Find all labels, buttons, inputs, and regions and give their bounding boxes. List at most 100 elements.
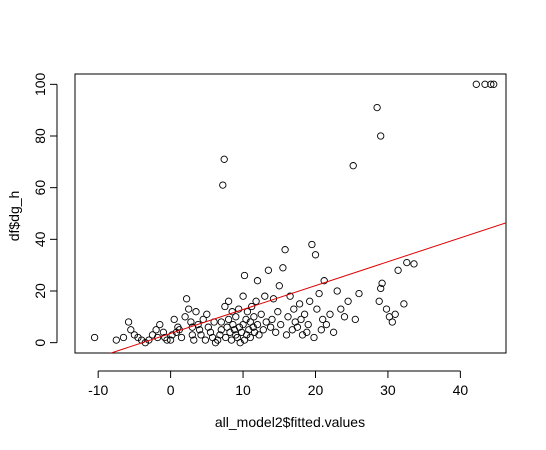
data-point xyxy=(197,331,205,339)
data-point xyxy=(308,240,316,249)
data-point xyxy=(382,305,391,313)
data-point xyxy=(156,320,164,329)
data-point xyxy=(206,328,215,336)
data-point xyxy=(242,315,250,324)
x-tick-label: 0 xyxy=(167,382,175,398)
x-tick-label: 10 xyxy=(235,382,251,398)
data-point xyxy=(119,333,128,342)
data-point xyxy=(201,336,210,344)
data-point xyxy=(112,336,120,344)
y-tick-label: 80 xyxy=(32,128,48,144)
data-point xyxy=(313,305,321,313)
data-point xyxy=(373,103,381,112)
data-point xyxy=(182,295,191,303)
plot-frame xyxy=(74,73,507,354)
data-point xyxy=(300,310,309,318)
data-point xyxy=(303,328,311,336)
data-point xyxy=(253,320,262,329)
data-point xyxy=(310,333,318,342)
data-point xyxy=(388,318,396,326)
data-point xyxy=(170,315,178,324)
data-point xyxy=(355,289,363,298)
data-point xyxy=(195,326,204,334)
data-point xyxy=(187,318,195,326)
data-point xyxy=(282,331,291,339)
x-tick-label: 40 xyxy=(453,382,469,398)
data-point xyxy=(127,326,135,334)
data-point xyxy=(250,313,258,321)
data-point xyxy=(163,336,171,344)
data-point xyxy=(377,132,385,140)
data-point xyxy=(344,297,352,305)
data-point xyxy=(286,292,294,300)
y-axis-title: df$dg_h xyxy=(6,191,22,242)
x-tick-label: -10 xyxy=(88,382,108,398)
data-point xyxy=(90,333,99,342)
data-point xyxy=(375,297,383,305)
data-point xyxy=(315,289,323,298)
data-point xyxy=(188,331,196,339)
data-point xyxy=(378,279,386,287)
data-point xyxy=(168,331,176,339)
data-point xyxy=(317,326,325,334)
data-point xyxy=(227,336,236,344)
data-point xyxy=(229,320,237,329)
data-point xyxy=(232,313,240,321)
data-point xyxy=(190,336,198,344)
data-point xyxy=(248,302,256,311)
x-tick-label: 30 xyxy=(380,382,396,398)
data-point xyxy=(481,80,489,88)
y-axis: 0 20 40 60 80 100 xyxy=(32,72,58,347)
data-point xyxy=(403,258,411,267)
data-point xyxy=(204,323,212,331)
data-point xyxy=(337,305,345,313)
point-series xyxy=(90,80,498,347)
data-point xyxy=(293,323,302,331)
data-point xyxy=(153,333,162,342)
data-point xyxy=(410,260,418,268)
data-point xyxy=(295,300,304,308)
data-point xyxy=(262,318,270,326)
data-point xyxy=(217,326,225,334)
data-point xyxy=(275,282,283,290)
data-point xyxy=(239,292,247,300)
data-point xyxy=(249,323,257,331)
data-point xyxy=(152,326,160,334)
data-point xyxy=(333,287,341,295)
data-point xyxy=(320,277,328,285)
data-point xyxy=(257,310,265,318)
x-tick-label: 20 xyxy=(308,382,324,398)
data-point xyxy=(240,271,249,280)
data-point xyxy=(340,313,349,321)
fit-line xyxy=(109,222,506,353)
data-point xyxy=(268,315,276,324)
data-point xyxy=(166,336,175,344)
data-point xyxy=(192,308,200,316)
data-point xyxy=(281,246,289,254)
y-tick-label: 100 xyxy=(32,72,48,96)
data-point xyxy=(177,333,186,342)
x-axis: -10 0 10 20 30 40 xyxy=(88,370,469,398)
data-point xyxy=(272,328,280,336)
data-point xyxy=(490,80,498,88)
data-point xyxy=(124,318,133,326)
data-point xyxy=(391,310,399,318)
data-point xyxy=(326,310,334,318)
data-point xyxy=(217,318,225,326)
data-point xyxy=(226,328,234,336)
data-point xyxy=(472,80,480,88)
data-point xyxy=(255,331,263,339)
data-point xyxy=(211,339,220,347)
data-point xyxy=(161,333,169,342)
data-point xyxy=(235,323,244,331)
data-point xyxy=(279,264,287,272)
data-point xyxy=(266,323,275,331)
data-point xyxy=(329,328,338,336)
data-point xyxy=(298,331,307,339)
data-point xyxy=(220,155,228,163)
data-point xyxy=(394,266,402,274)
data-point xyxy=(181,313,189,321)
data-point xyxy=(284,313,292,321)
data-point xyxy=(259,326,267,334)
